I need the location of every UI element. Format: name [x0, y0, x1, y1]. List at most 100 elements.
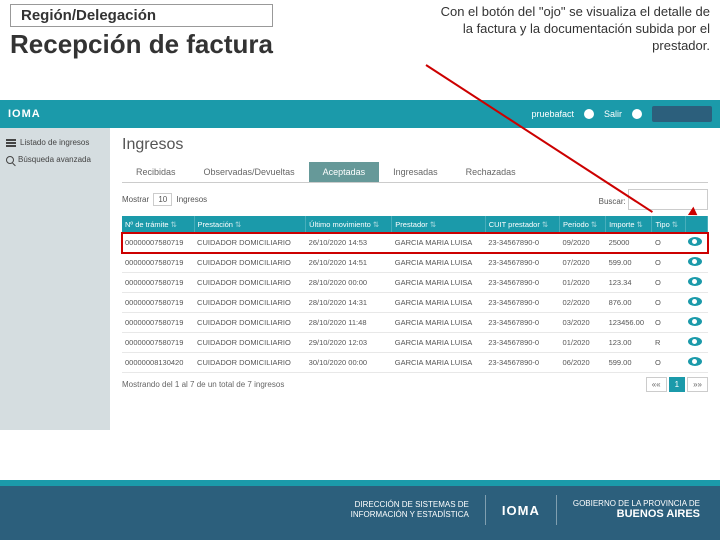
- table-row: 00000007580719CUIDADOR DOMICILIARIO28/10…: [122, 293, 708, 313]
- table-cell: 01/2020: [560, 333, 606, 353]
- table-cell: CUIDADOR DOMICILIARIO: [194, 273, 306, 293]
- table-cell: 876.00: [606, 293, 652, 313]
- column-header[interactable]: Periodo⇅: [560, 216, 606, 233]
- table-row: 00000007580719CUIDADOR DOMICILIARIO26/10…: [122, 253, 708, 273]
- exit-icon[interactable]: [632, 109, 642, 119]
- table-cell: 25000: [606, 233, 652, 253]
- table-cell: O: [652, 313, 685, 333]
- eye-icon[interactable]: [688, 357, 702, 366]
- eye-icon[interactable]: [688, 337, 702, 346]
- hamburger-icon: [6, 139, 16, 147]
- table-cell: 30/10/2020 00:00: [306, 353, 392, 373]
- table-cell: 23-34567890-0: [485, 333, 559, 353]
- dept-line1: DIRECCIÓN DE SISTEMAS DE: [351, 500, 469, 510]
- show-post: Ingresos: [177, 195, 208, 204]
- table-cell: 00000007580719: [122, 313, 194, 333]
- eye-icon[interactable]: [688, 297, 702, 306]
- table-cell: 00000007580719: [122, 253, 194, 273]
- table-cell: GARCIA MARIA LUISA: [392, 233, 485, 253]
- exit-label[interactable]: Salir: [604, 109, 622, 119]
- eye-icon[interactable]: [688, 257, 702, 266]
- eye-icon[interactable]: [688, 237, 702, 246]
- table-cell: 01/2020: [560, 273, 606, 293]
- pager: «« 1 »»: [646, 377, 708, 392]
- sidebar: Listado de ingresos Búsqueda avanzada: [0, 128, 110, 430]
- table-cell: 29/10/2020 12:03: [306, 333, 392, 353]
- table-row: 00000007580719CUIDADOR DOMICILIARIO26/10…: [122, 233, 708, 253]
- table-cell: CUIDADOR DOMICILIARIO: [194, 253, 306, 273]
- table-cell: 23-34567890-0: [485, 273, 559, 293]
- tab-3[interactable]: Ingresadas: [379, 162, 452, 182]
- show-entries: Mostrar 10 Ingresos: [122, 195, 207, 204]
- table-cell: O: [652, 353, 685, 373]
- footer-divider: [556, 495, 557, 525]
- search-input[interactable]: [628, 189, 708, 210]
- invoices-table: Nº de trámite⇅Prestación⇅Último movimien…: [122, 216, 708, 373]
- pager-page[interactable]: 1: [669, 377, 685, 392]
- table-cell: 123.34: [606, 273, 652, 293]
- column-header[interactable]: Nº de trámite⇅: [122, 216, 194, 233]
- table-cell: 02/2020: [560, 293, 606, 313]
- eye-icon[interactable]: [688, 317, 702, 326]
- table-cell: 00000007580719: [122, 293, 194, 313]
- column-header[interactable]: Importe⇅: [606, 216, 652, 233]
- entries-select[interactable]: 10: [153, 193, 172, 206]
- pager-last[interactable]: »»: [687, 377, 708, 392]
- table-cell: 23-34567890-0: [485, 253, 559, 273]
- table-cell: 00000007580719: [122, 273, 194, 293]
- tab-2[interactable]: Aceptadas: [309, 162, 380, 182]
- table-cell: 123.00: [606, 333, 652, 353]
- table-cell: O: [652, 293, 685, 313]
- table-cell: GARCIA MARIA LUISA: [392, 353, 485, 373]
- eye-icon[interactable]: [688, 277, 702, 286]
- table-summary: Mostrando del 1 al 7 de un total de 7 in…: [122, 380, 284, 389]
- column-header[interactable]: Tipo⇅: [652, 216, 685, 233]
- table-cell: CUIDADOR DOMICILIARIO: [194, 353, 306, 373]
- region-label: Región/Delegación: [10, 4, 273, 27]
- column-header[interactable]: Último movimiento⇅: [306, 216, 392, 233]
- table-cell: 07/2020: [560, 253, 606, 273]
- table-row: 00000008130420CUIDADOR DOMICILIARIO30/10…: [122, 353, 708, 373]
- table-cell: 23-34567890-0: [485, 293, 559, 313]
- sidebar-item-label: Listado de ingresos: [20, 138, 89, 147]
- column-header[interactable]: Prestación⇅: [194, 216, 306, 233]
- table-cell: 23-34567890-0: [485, 313, 559, 333]
- footer-banner: DIRECCIÓN DE SISTEMAS DE INFORMACIÓN Y E…: [0, 480, 720, 540]
- tabs: RecibidasObservadas/DevueltasAceptadasIn…: [122, 162, 708, 183]
- table-row: 00000007580719CUIDADOR DOMICILIARIO28/10…: [122, 313, 708, 333]
- table-cell: GARCIA MARIA LUISA: [392, 253, 485, 273]
- table-cell: 00000008130420: [122, 353, 194, 373]
- ioma-logo: IOMA: [8, 108, 41, 120]
- column-header[interactable]: CUIT prestador⇅: [485, 216, 559, 233]
- table-cell: 28/10/2020 14:31: [306, 293, 392, 313]
- user-icon[interactable]: [584, 109, 594, 119]
- sidebar-item-label: Búsqueda avanzada: [18, 155, 91, 164]
- user-label: pruebafact: [531, 109, 574, 119]
- tab-4[interactable]: Rechazadas: [452, 162, 530, 182]
- app-frame: IOMA pruebafact Salir Listado de ingreso…: [0, 100, 720, 430]
- pager-first[interactable]: ««: [646, 377, 667, 392]
- column-header[interactable]: Prestador⇅: [392, 216, 485, 233]
- table-cell: O: [652, 233, 685, 253]
- sidebar-item-listado[interactable]: Listado de ingresos: [4, 134, 106, 151]
- footer-divider: [485, 495, 486, 525]
- table-cell: 123456.00: [606, 313, 652, 333]
- table-cell: O: [652, 273, 685, 293]
- table-row: 00000007580719CUIDADOR DOMICILIARIO28/10…: [122, 273, 708, 293]
- table-cell: O: [652, 253, 685, 273]
- table-cell: 599.00: [606, 353, 652, 373]
- table-cell: GARCIA MARIA LUISA: [392, 273, 485, 293]
- tab-1[interactable]: Observadas/Devueltas: [190, 162, 309, 182]
- column-header[interactable]: [685, 216, 707, 233]
- main-title: Recepción de factura: [10, 29, 273, 60]
- table-cell: R: [652, 333, 685, 353]
- page-title: Ingresos: [122, 136, 708, 154]
- topbar: IOMA pruebafact Salir: [0, 100, 720, 128]
- tab-0[interactable]: Recibidas: [122, 162, 190, 182]
- table-cell: 06/2020: [560, 353, 606, 373]
- sidebar-item-busqueda[interactable]: Búsqueda avanzada: [4, 151, 106, 168]
- table-cell: 26/10/2020 14:51: [306, 253, 392, 273]
- table-cell: 00000007580719: [122, 233, 194, 253]
- show-pre: Mostrar: [122, 195, 149, 204]
- table-cell: GARCIA MARIA LUISA: [392, 293, 485, 313]
